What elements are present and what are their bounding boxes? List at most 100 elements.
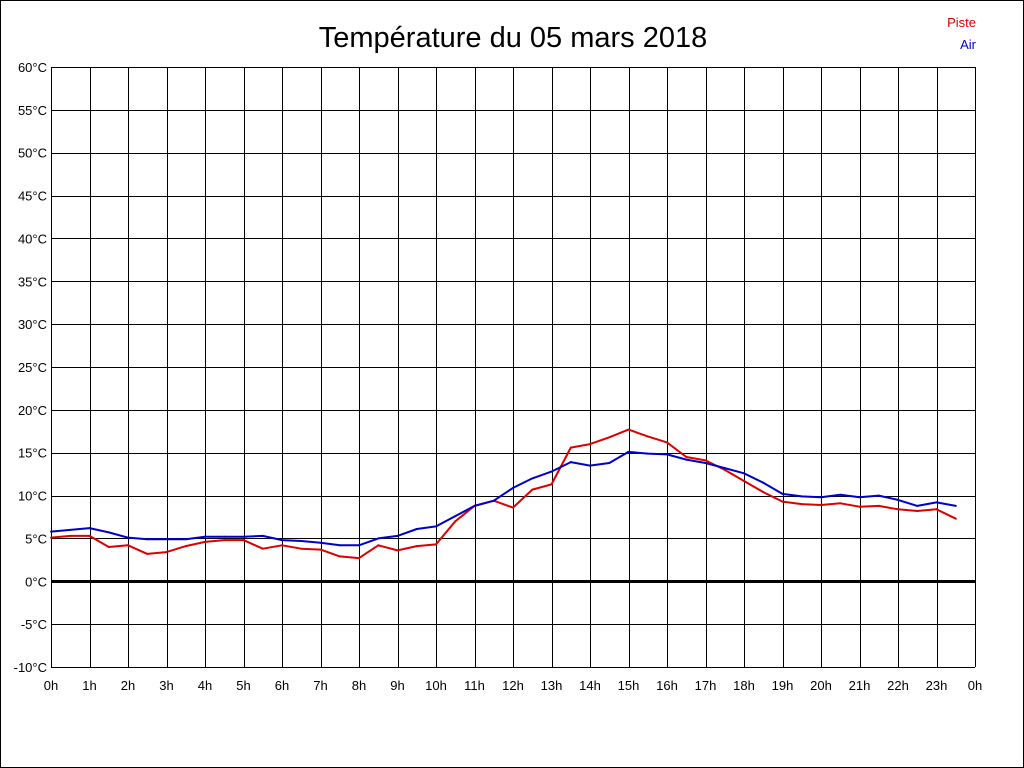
data-point-air: [454, 515, 457, 518]
data-point-air: [531, 477, 534, 480]
data-point-piste: [839, 502, 842, 505]
data-point-air: [897, 498, 899, 501]
series-line-piste: [50, 428, 957, 560]
x-tick-label: 21h: [849, 678, 871, 693]
data-point-air: [204, 535, 206, 538]
data-point-air: [492, 499, 495, 502]
data-point-piste: [550, 483, 553, 486]
data-point-air: [242, 535, 245, 538]
data-point-air: [781, 492, 784, 495]
data-point-piste: [88, 534, 91, 537]
data-point-piste: [415, 545, 418, 548]
x-tick-label: 15h: [618, 678, 640, 693]
data-point-air: [820, 496, 822, 499]
x-tick-label: 10h: [425, 678, 447, 693]
y-tick-label: 55°C: [18, 103, 47, 118]
data-point-air: [877, 494, 880, 497]
data-point-air: [954, 504, 957, 507]
x-tick-label: 1h: [82, 678, 96, 693]
y-tick-label: 5°C: [25, 531, 47, 546]
data-point-piste: [69, 534, 72, 537]
x-tick-label: 7h: [313, 678, 327, 693]
data-point-air: [50, 530, 52, 533]
data-point-piste: [877, 504, 880, 507]
x-axis-tick-labels: 0h 1h 2h 3h 4h 5h 6h 7h 8h 9h 10h 11h 12h 13h 14h 15h 16…: [44, 678, 982, 693]
x-tick-label: 3h: [159, 678, 173, 693]
chart-title: Température du 05 mars 2018: [319, 22, 708, 54]
data-point-air: [319, 541, 322, 544]
data-point-air: [127, 536, 129, 539]
x-tick-label: 6h: [275, 678, 289, 693]
data-point-air: [569, 461, 572, 464]
data-point-air: [184, 538, 187, 541]
data-point-piste: [897, 508, 899, 511]
data-point-air: [107, 531, 110, 534]
data-point-air: [685, 458, 688, 461]
data-point-air: [281, 539, 283, 542]
data-point-air: [839, 493, 842, 496]
data-point-piste: [762, 491, 765, 494]
data-point-piste: [666, 441, 668, 444]
y-tick-label: 40°C: [18, 231, 47, 246]
x-tick-label: 0h: [968, 678, 982, 693]
x-tick-label: 19h: [772, 678, 794, 693]
y-tick-label: 15°C: [18, 446, 47, 461]
data-point-piste: [800, 503, 803, 506]
grid: [51, 67, 976, 668]
y-tick-label: -5°C: [21, 617, 47, 632]
data-point-piste: [281, 544, 283, 547]
data-point-piste: [184, 545, 187, 548]
data-point-piste: [242, 539, 245, 542]
data-point-piste: [146, 552, 149, 555]
data-point-piste: [646, 435, 649, 438]
data-point-air: [415, 528, 418, 530]
data-point-piste: [916, 510, 919, 512]
data-point-piste: [127, 544, 129, 547]
x-tick-label: 13h: [541, 678, 563, 693]
data-point-piste: [685, 456, 688, 458]
series-piste: [50, 428, 957, 560]
x-tick-label: 8h: [352, 678, 366, 693]
data-point-piste: [223, 539, 226, 542]
x-tick-label: 20h: [810, 678, 832, 693]
y-tick-label: 10°C: [18, 489, 47, 504]
data-point-air: [589, 464, 591, 467]
data-point-piste: [261, 547, 264, 550]
x-tick-label: 9h: [390, 678, 404, 693]
y-tick-label: 35°C: [18, 274, 47, 289]
x-tick-label: 2h: [121, 678, 135, 693]
y-tick-label: 20°C: [18, 403, 47, 418]
data-point-piste: [50, 536, 52, 539]
data-point-air: [550, 470, 553, 473]
y-tick-label: 45°C: [18, 189, 47, 204]
x-tick-label: 18h: [733, 678, 755, 693]
data-point-piste: [358, 557, 360, 560]
x-tick-label: 23h: [926, 678, 948, 693]
data-point-air: [223, 535, 226, 538]
data-point-air: [261, 534, 264, 537]
y-tick-label: 25°C: [18, 360, 47, 375]
data-point-air: [88, 527, 91, 530]
data-point-air: [377, 537, 380, 540]
data-point-air: [300, 540, 303, 542]
data-point-air: [935, 501, 938, 504]
data-point-piste: [338, 555, 341, 558]
data-point-air: [666, 453, 668, 456]
y-tick-label: 30°C: [18, 317, 47, 332]
data-point-piste: [935, 508, 938, 511]
data-point-piste: [512, 506, 514, 509]
data-point-air: [723, 467, 726, 470]
data-point-piste: [781, 500, 784, 503]
data-point-piste: [377, 544, 380, 547]
data-point-piste: [319, 548, 322, 551]
data-point-air: [916, 504, 919, 507]
data-point-piste: [396, 549, 399, 552]
data-point-piste: [589, 443, 591, 446]
data-point-air: [800, 495, 803, 498]
data-point-air: [473, 504, 476, 507]
data-point-air: [146, 538, 149, 541]
y-tick-label: 50°C: [18, 146, 47, 161]
data-point-piste: [954, 517, 957, 520]
